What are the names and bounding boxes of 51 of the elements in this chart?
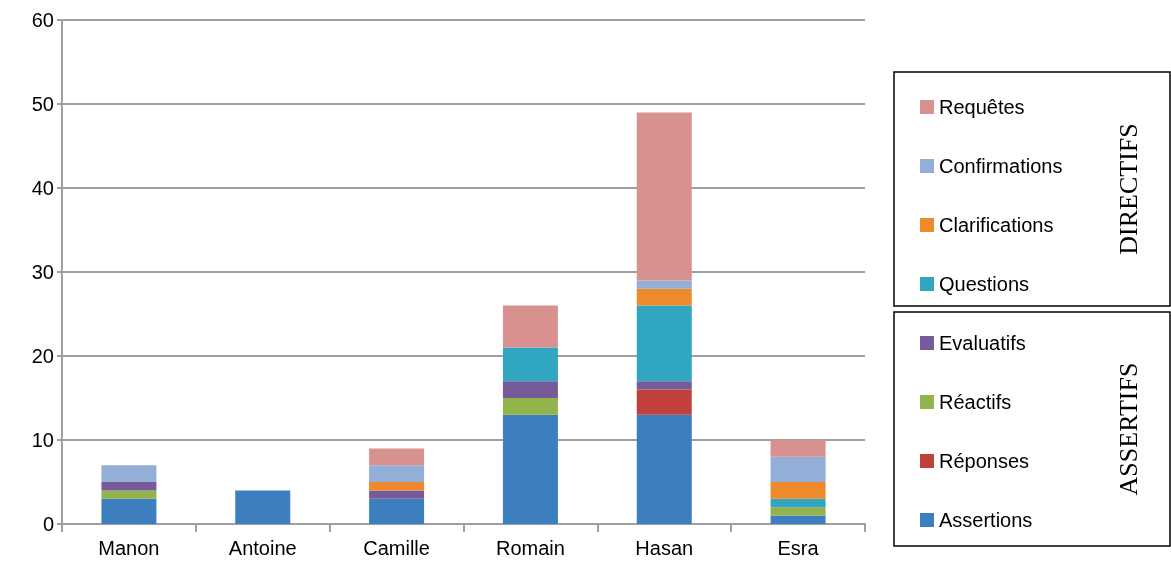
bar (770, 507, 826, 516)
y-tick-label: 50 (31, 93, 54, 115)
bar (502, 347, 558, 382)
bar (770, 440, 826, 457)
bar (636, 112, 692, 281)
x-tick-label: Antoine (228, 537, 297, 559)
legend-label: Réponses (939, 450, 1030, 472)
legend-label: Requêtes (939, 96, 1025, 118)
bar (101, 490, 157, 499)
bar (636, 381, 692, 390)
bar (502, 414, 558, 524)
bar (770, 515, 826, 524)
y-tick-label: 20 (31, 345, 54, 367)
y-tick-label: 0 (42, 513, 54, 535)
bar (770, 498, 826, 508)
bar (369, 498, 425, 524)
bar (502, 398, 558, 415)
legend-label: Evaluatifs (939, 332, 1026, 354)
bar (770, 456, 826, 482)
y-tick-label: 40 (31, 177, 54, 199)
bar (101, 498, 157, 524)
y-tick-label: 60 (31, 9, 54, 31)
legend-label: Confirmations (939, 155, 1063, 177)
x-tick-label: Hasan (635, 537, 694, 559)
x-tick-label: Esra (777, 537, 820, 559)
text: DIRECTIFS (1113, 123, 1143, 255)
legend-label: Questions (939, 273, 1030, 295)
y-tick-label: 10 (31, 429, 54, 451)
bar (636, 389, 692, 415)
bar (502, 381, 558, 398)
x-tick-label: Romain (495, 537, 565, 559)
x-tick-label: Camille (363, 537, 430, 559)
bar (636, 280, 692, 289)
bar (369, 490, 425, 499)
bar (636, 305, 692, 382)
legend-label: Clarifications (939, 214, 1054, 236)
legend-label: Réactifs (939, 391, 1012, 413)
bar (770, 482, 826, 499)
bar (369, 482, 425, 491)
bar (502, 305, 558, 348)
bar (101, 465, 157, 482)
bar (235, 490, 291, 524)
x-tick-label: Manon (98, 537, 160, 559)
legend-label: Assertions (939, 509, 1033, 531)
bar (369, 465, 425, 482)
bar (369, 448, 425, 466)
bar (636, 288, 692, 306)
bar (636, 414, 692, 524)
text: ASSERTIFS (1113, 362, 1143, 496)
bar (101, 482, 157, 491)
y-tick-label: 30 (31, 261, 54, 283)
